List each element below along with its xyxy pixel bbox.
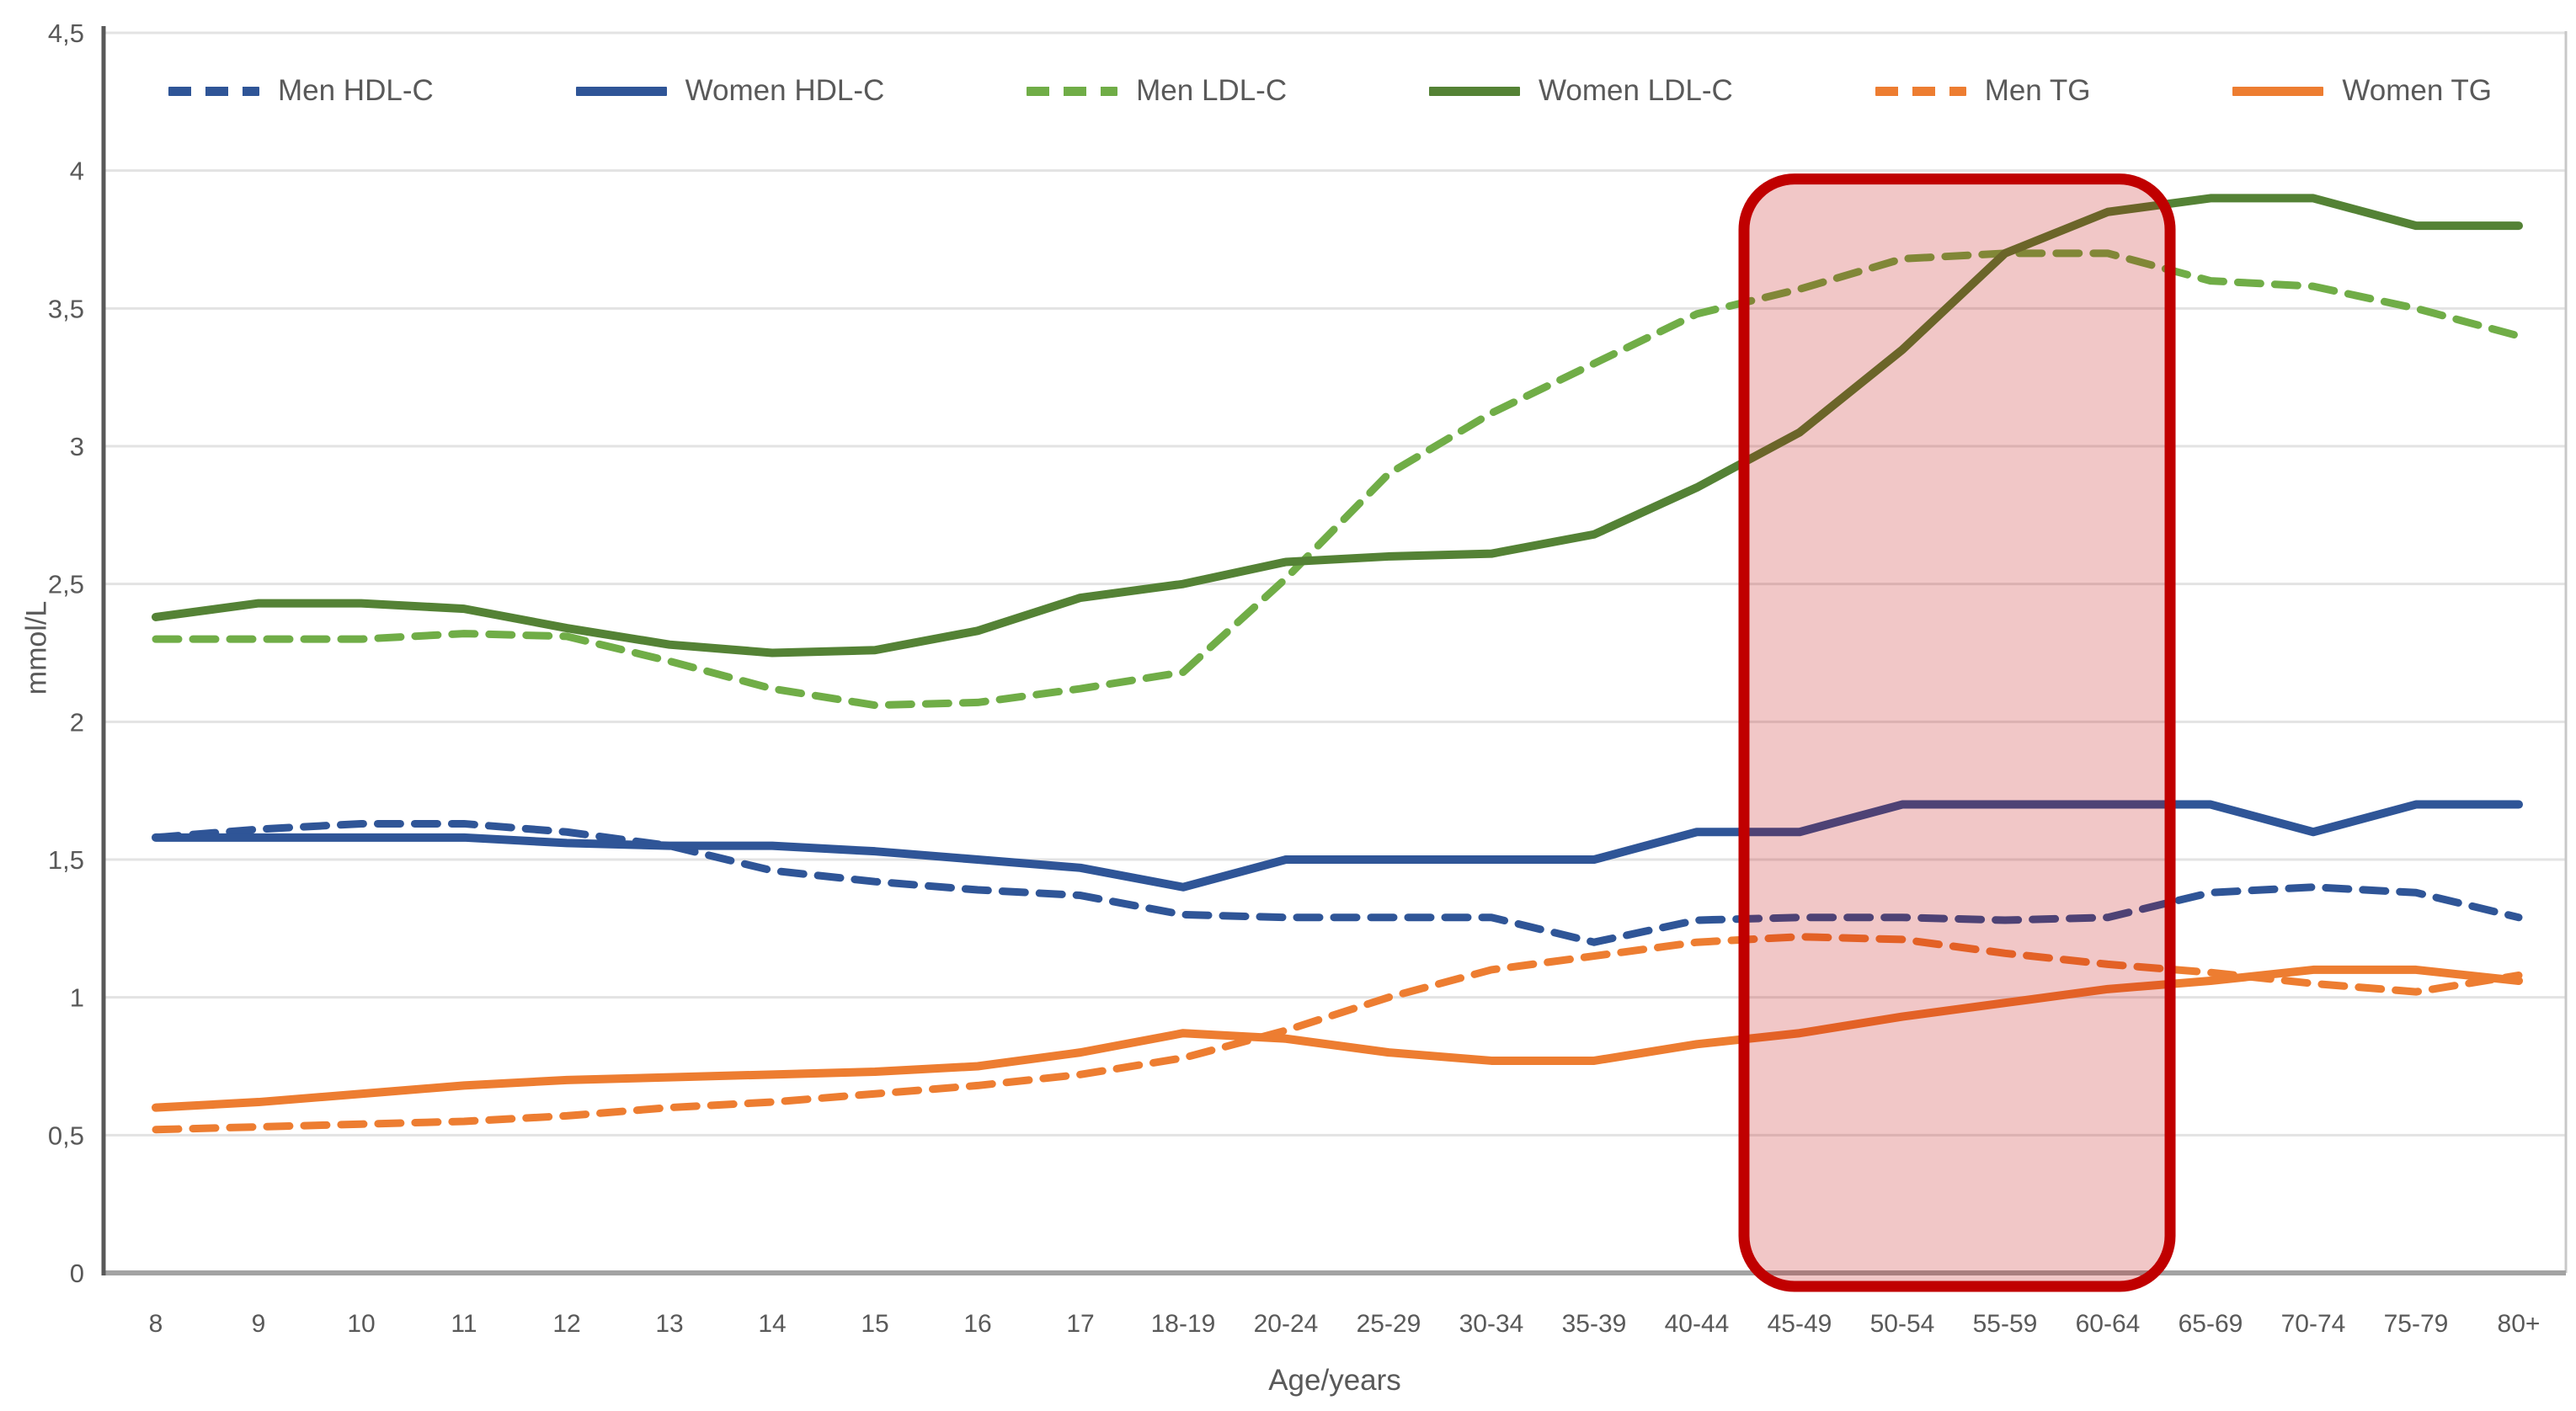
x-tick-label: 45-49 (1768, 1310, 1832, 1338)
legend-item-men-tg: Men TG (1875, 74, 2091, 108)
legend-label: Women TG (2342, 74, 2492, 107)
x-tick-label: 18-19 (1151, 1310, 1216, 1338)
y-tick-label: 0,5 (48, 1121, 84, 1150)
series-line-men-hdl-c (152, 819, 2523, 946)
legend-item-men-ldl-c: Men LDL-C (1027, 74, 1287, 108)
legend-item-men-hdl-c: Men HDL-C (168, 74, 434, 108)
x-tick-label: 11 (451, 1310, 477, 1338)
x-tick-label: 14 (758, 1310, 786, 1338)
series-line-women-hdl-c (152, 800, 2523, 892)
y-tick-label: 1,5 (48, 845, 84, 875)
solid-line-swatch-icon (575, 86, 667, 96)
legend-label: Women LDL-C (1538, 74, 1733, 107)
x-tick-label: 16 (963, 1310, 991, 1338)
dashed-line-swatch-icon (1875, 86, 1966, 96)
x-tick-label: 35-39 (1562, 1310, 1627, 1338)
x-tick-label: 9 (252, 1310, 266, 1338)
x-tick-label: 30-34 (1459, 1310, 1524, 1338)
solid-line-swatch-icon (1428, 86, 1520, 96)
legend-item-women-tg: Women TG (2232, 74, 2492, 108)
series-line-women-tg (152, 965, 2523, 1112)
x-tick-label: 60-64 (2076, 1310, 2141, 1338)
y-tick-label: 2,5 (48, 570, 84, 599)
series-line-men-tg (152, 933, 2523, 1134)
series-line-men-ldl-c (152, 249, 2523, 710)
solid-line-swatch-icon (2232, 86, 2324, 96)
legend-label: Women HDL-C (685, 74, 885, 107)
y-axis-title: mmol/L (20, 600, 53, 695)
dashed-line-swatch-icon (1027, 86, 1118, 96)
y-tick-label: 2 (70, 707, 84, 737)
x-tick-label: 13 (655, 1310, 683, 1338)
x-tick-label: 17 (1066, 1310, 1094, 1338)
x-tick-label: 50-54 (1870, 1310, 1935, 1338)
x-tick-label: 70-74 (2281, 1310, 2346, 1338)
x-tick-label: 80+ (2498, 1310, 2541, 1338)
y-tick-label: 3 (70, 432, 84, 461)
y-tick-label: 3,5 (48, 294, 84, 323)
x-tick-label: 25-29 (1357, 1310, 1421, 1338)
highlight-box (1738, 173, 2176, 1292)
legend-label: Men TG (1984, 74, 2091, 107)
y-tick-label: 4 (70, 157, 84, 186)
x-axis-title: Age/years (1268, 1364, 1401, 1397)
x-tick-label: 40-44 (1665, 1310, 1730, 1338)
legend-label: Men HDL-C (278, 74, 434, 107)
series-line-women-ldl-c (152, 194, 2523, 658)
x-tick-label: 75-79 (2384, 1310, 2449, 1338)
x-tick-label: 65-69 (2179, 1310, 2243, 1338)
x-tick-label: 8 (149, 1310, 163, 1338)
x-tick-label: 55-59 (1973, 1310, 2038, 1338)
dashed-line-swatch-icon (168, 86, 259, 96)
x-tick-label: 12 (552, 1310, 580, 1338)
legend-item-women-ldl-c: Women LDL-C (1428, 74, 1733, 108)
x-tick-label: 20-24 (1254, 1310, 1319, 1338)
legend-item-women-hdl-c: Women HDL-C (575, 74, 885, 108)
y-tick-label: 0 (70, 1259, 84, 1288)
legend-label: Men LDL-C (1136, 74, 1288, 107)
legend: Men HDL-C Women HDL-C Men LDL-C Women LDL-C… (121, 74, 2539, 108)
x-tick-label: 15 (861, 1310, 888, 1338)
y-tick-label: 4,5 (48, 19, 84, 48)
y-tick-label: 1 (70, 983, 84, 1013)
x-tick-label: 10 (347, 1310, 375, 1338)
